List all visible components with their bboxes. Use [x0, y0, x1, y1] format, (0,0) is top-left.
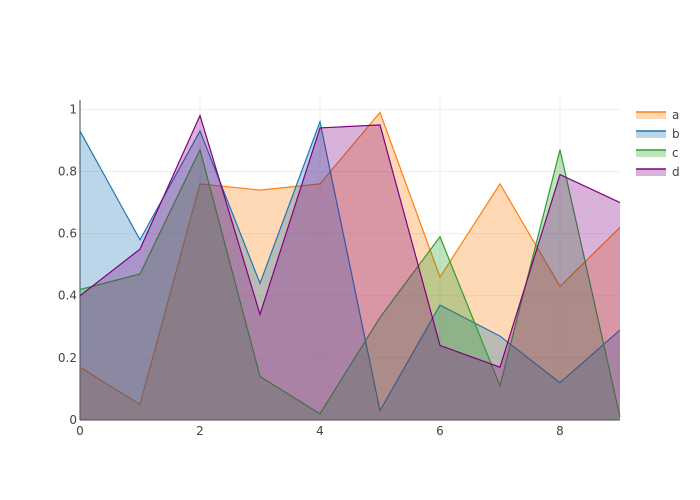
x-tick-label: 2 [196, 424, 204, 438]
legend-label: c [672, 146, 679, 160]
x-tick-label: 8 [556, 424, 564, 438]
y-tick-label: 0.4 [58, 289, 77, 303]
legend-item-b[interactable]: b [636, 127, 680, 141]
legend-label: d [672, 165, 680, 179]
y-axis-ticks: 0 0.2 0.4 0.6 0.8 1 [58, 102, 77, 427]
legend-item-c[interactable]: c [636, 146, 679, 160]
legend-swatch [636, 150, 666, 157]
legend-swatch [636, 169, 666, 176]
legend-swatch [636, 112, 666, 119]
legend-label: a [672, 108, 679, 122]
series-line-c[interactable] [79, 147, 621, 418]
area-fill-b [80, 121, 620, 420]
series-areas [79, 111, 621, 421]
x-tick-label: 6 [436, 424, 444, 438]
legend-item-d[interactable]: d [636, 165, 680, 179]
series-line-b[interactable] [79, 119, 621, 413]
y-tick-label: 0.8 [58, 164, 77, 178]
y-tick-label: 1 [69, 102, 77, 116]
x-tick-label: 4 [316, 424, 324, 438]
area-fill-d [80, 115, 620, 420]
x-tick-label: 0 [76, 424, 84, 438]
area-fill-c [80, 149, 620, 420]
series-line-a[interactable] [79, 111, 621, 406]
legend-item-a[interactable]: a [636, 108, 679, 122]
series-line-d[interactable] [79, 113, 621, 368]
legend-swatch [636, 131, 666, 138]
y-tick-label: 0.2 [58, 351, 77, 365]
y-tick-label: 0.6 [58, 227, 77, 241]
legend-label: b [672, 127, 680, 141]
y-tick-label: 0 [69, 413, 77, 427]
x-axis-ticks: 0 2 4 6 8 [76, 424, 564, 438]
